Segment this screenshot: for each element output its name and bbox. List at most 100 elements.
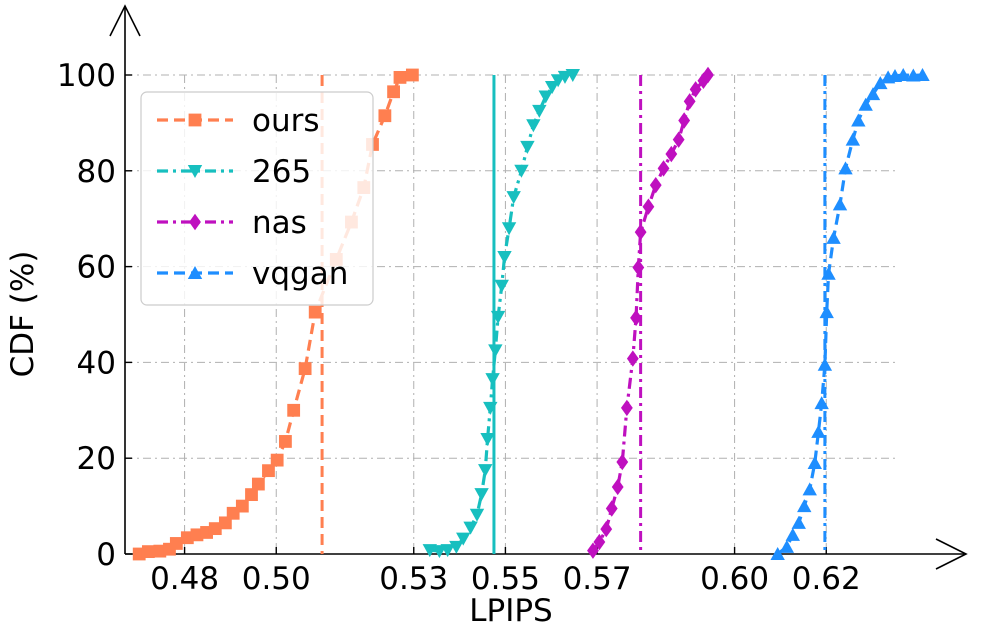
data-point-265	[422, 544, 437, 558]
data-point-vqgan	[779, 539, 795, 553]
data-point-nas	[630, 309, 642, 327]
y-tick-label: 20	[77, 441, 116, 477]
series-line-nas	[591, 74, 710, 552]
data-point-265	[514, 164, 529, 178]
data-point-ours	[190, 528, 204, 542]
data-point-nas	[600, 520, 613, 538]
data-point-vqgan	[797, 499, 812, 513]
x-axis-arrowhead	[935, 538, 968, 570]
data-point-ours	[393, 70, 407, 84]
data-point-ours	[405, 68, 419, 82]
data-point-ours	[235, 499, 249, 513]
data-point-265	[520, 140, 535, 154]
data-point-vqgan	[811, 424, 826, 438]
data-point-ours	[387, 85, 400, 99]
data-point-nas	[649, 176, 662, 194]
data-point-vqgan	[819, 305, 834, 319]
y-axis-title: CDF (%)	[5, 251, 41, 378]
data-point-vqgan	[817, 357, 833, 371]
data-point-nas	[616, 453, 629, 471]
legend-label-ours: ours	[252, 103, 320, 139]
data-point-vqgan	[807, 455, 822, 469]
data-point-vqgan	[785, 527, 800, 541]
data-point-vqgan	[826, 230, 841, 244]
y-tick-label: 60	[77, 250, 116, 286]
x-tick-label: 0.57	[563, 561, 632, 597]
data-point-265	[494, 279, 509, 293]
data-point-ours	[208, 522, 222, 536]
data-point-vqgan	[821, 266, 836, 280]
data-point-265	[474, 488, 489, 502]
data-point-265	[532, 104, 547, 118]
data-point-nas	[593, 533, 606, 551]
data-point-265	[506, 191, 521, 205]
tick-labels: 0 20 40 60 80 100 0.48 0.50 0.53 0.55 0.57 0.60 0.62	[57, 58, 861, 597]
legend-marker-nas	[189, 213, 201, 231]
data-point-nas	[672, 131, 685, 148]
x-tick-label: 0.60	[700, 561, 769, 597]
data-point-265	[501, 222, 517, 236]
series-line-vqgan	[776, 73, 923, 556]
data-point-nas	[587, 542, 599, 559]
data-point-vqgan	[865, 87, 881, 101]
series-vqgan	[770, 68, 930, 560]
data-point-vqgan	[915, 68, 930, 81]
data-point-265	[485, 373, 500, 387]
legend-marker-vqgan	[187, 266, 203, 279]
legend-marker-ours	[188, 113, 202, 127]
y-tick-label: 80	[77, 154, 116, 190]
data-point-nas	[665, 145, 678, 163]
data-point-ours	[251, 477, 265, 491]
data-point-ours	[298, 362, 312, 376]
data-point-ours	[245, 488, 258, 502]
legend-marker-265	[187, 165, 203, 178]
legend: ours 265 nas vqgan	[140, 91, 374, 306]
data-point-265	[480, 433, 495, 447]
data-point-vqgan	[896, 68, 911, 81]
data-point-265	[565, 69, 580, 82]
x-axis-title: LPIPS	[469, 593, 552, 623]
data-point-265	[469, 508, 485, 522]
x-tick-label: 0.50	[242, 561, 311, 597]
data-point-nas	[626, 350, 639, 367]
data-point-vqgan	[791, 515, 806, 529]
x-tick-label: 0.48	[150, 561, 219, 597]
y-tick-label: 0	[96, 537, 116, 573]
data-point-nas	[605, 500, 618, 517]
data-point-265	[488, 344, 503, 358]
legend-label-vqgan: vqgan	[252, 256, 348, 292]
data-point-nas	[683, 93, 696, 110]
data-point-ours	[378, 109, 392, 123]
data-point-vqgan	[858, 97, 873, 111]
data-point-265	[478, 464, 493, 478]
data-point-265	[483, 401, 498, 415]
data-point-ours	[141, 545, 155, 559]
data-point-ours	[279, 435, 292, 448]
data-point-265	[526, 119, 541, 133]
data-point-nas	[657, 160, 670, 177]
data-point-ours	[169, 537, 183, 550]
data-point-nas	[632, 259, 645, 276]
data-point-vqgan	[845, 132, 861, 146]
data-point-nas	[702, 66, 714, 84]
data-point-265	[463, 521, 478, 535]
data-point-265	[497, 251, 512, 265]
legend-frame	[140, 91, 374, 306]
data-point-ours	[153, 544, 167, 558]
x-tick-label: 0.53	[379, 561, 448, 597]
series-265	[422, 69, 580, 559]
data-point-ours	[180, 531, 194, 545]
legend-label-265: 265	[252, 154, 311, 190]
y-tick-label: 100	[57, 58, 116, 94]
data-point-vqgan	[873, 76, 888, 90]
data-point-nas	[678, 112, 691, 129]
y-axis-arrowhead	[109, 4, 141, 37]
axes	[109, 4, 968, 570]
data-point-nas	[634, 223, 647, 241]
data-point-vqgan	[770, 547, 785, 560]
data-point-265	[456, 532, 471, 546]
series-nas	[587, 66, 714, 559]
data-point-ours	[287, 403, 301, 417]
median-lines	[320, 75, 827, 554]
data-point-vqgan	[802, 482, 817, 496]
